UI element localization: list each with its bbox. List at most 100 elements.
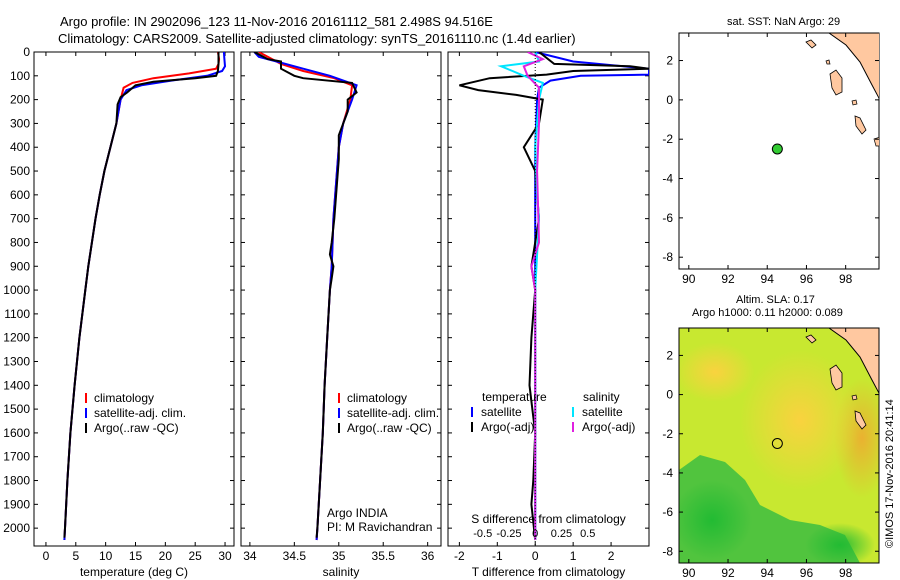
salinity-series-group — [253, 52, 358, 541]
salinity-xtick-label: 35 — [332, 549, 346, 563]
salinity-xtick-label: 36 — [421, 549, 435, 563]
sla-map-ytick-label: 2 — [666, 348, 673, 362]
float-annotation: Argo INDIA — [327, 506, 388, 520]
salinity-xlabel: salinity — [323, 565, 360, 579]
sst-map-ytick-label: -8 — [662, 250, 673, 264]
sla-map-ytick-label: -8 — [662, 544, 673, 558]
sst-map-xtick-label: 98 — [839, 272, 853, 286]
island-small-2a — [851, 394, 858, 401]
sst-map-xtick-label: 90 — [682, 272, 696, 286]
depth-tick-label: 300 — [10, 116, 30, 130]
salinity-panel: 34 34.5 35 35.5 36 salinity climatologysatelli… — [240, 51, 442, 579]
credit-text: ©IMOS 17-Nov-2016 20:41:14 — [884, 399, 896, 548]
s-diff-tick-label: 0.25 — [551, 528, 572, 540]
salinity-xtick-label: 34 — [243, 549, 257, 563]
sla-field-warm-north — [679, 342, 755, 402]
temperature-line-2 — [63, 52, 220, 538]
legend-salinity-title: salinity — [583, 390, 620, 404]
depth-tick-label: 700 — [10, 212, 30, 226]
legend-entry: Argo(-adj) — [582, 420, 635, 434]
sst-map-xtick-label: 96 — [800, 272, 814, 286]
sst-map-panel: sat. SST: NaN Argo: 29 90 92 94 96 98 -8 -6 -4 -… — [662, 16, 880, 286]
sla-map-panel: Altim. SLA: 0.17 Argo h1000: 0.11 h2000:… — [662, 294, 880, 580]
temperature-xtick-label: 0 — [43, 549, 50, 563]
sst-map-xtick-label: 92 — [721, 272, 735, 286]
sst-map-ytick-label: 2 — [666, 54, 673, 68]
sla-heatmap — [679, 328, 879, 563]
difference-xlabel: T difference from climatology — [472, 565, 626, 579]
sla-field-low-southeast — [805, 523, 875, 563]
legend-entry: climatology — [94, 391, 154, 405]
depth-tick-label: 1000 — [3, 283, 30, 297]
legend-entry: Argo(..raw -QC) — [347, 421, 432, 435]
figure-title-line1: Argo profile: IN 2902096_123 11-Nov-2016… — [60, 14, 493, 29]
sla-field-low-southwest — [679, 480, 752, 560]
depth-tick-label: 1900 — [3, 497, 30, 511]
sla-map-xtick-label: 94 — [761, 566, 775, 580]
island-nias-2 — [829, 364, 843, 391]
depth-tick-label: 400 — [10, 140, 30, 154]
sla-map-ytick-label: -4 — [662, 466, 673, 480]
difference-frame — [447, 51, 650, 547]
depth-tick-label: 1400 — [3, 378, 30, 392]
depth-tick-label: 1200 — [3, 331, 30, 345]
depth-tick-label: 1300 — [3, 354, 30, 368]
salinity-frame — [240, 51, 442, 547]
legend-entry: satellite-adj. clim. — [94, 406, 186, 420]
island-simeulue — [805, 39, 817, 49]
temperature-xlabel: temperature (deg C) — [80, 565, 188, 579]
difference-xtick-label: -1 — [492, 549, 503, 563]
sla-map-ytick-label: 0 — [666, 388, 673, 402]
depth-tick-label: 1700 — [3, 450, 30, 464]
difference-xtick-label: 2 — [608, 549, 615, 563]
s-diff-axis-label: S difference from climatology — [471, 512, 626, 526]
depth-tick-label: 2000 — [3, 521, 30, 535]
legend-entry: Argo(..raw -QC) — [94, 421, 179, 435]
sumatra-coast — [828, 33, 879, 100]
depth-tick-label: 1800 — [3, 474, 30, 488]
depth-tick-label: 600 — [10, 188, 30, 202]
temperature-series-group — [63, 52, 227, 541]
sla-map-xtick-label: 98 — [839, 566, 853, 580]
island-simeulue-2 — [805, 334, 817, 344]
sla-map-xtick-label: 90 — [682, 566, 696, 580]
island-small-a — [825, 59, 831, 65]
island-small-b — [851, 99, 858, 106]
depth-tick-label: 1600 — [3, 426, 30, 440]
depth-tick-label: 1100 — [4, 307, 30, 321]
salinity-xtick-label: 35.5 — [372, 549, 396, 563]
temperature-xtick-label: 25 — [189, 549, 203, 563]
figure-title-line2: Climatology: CARS2009. Satellite-adjuste… — [58, 31, 576, 46]
sla-map-argo-location-marker — [771, 438, 783, 450]
sla-map-xtick-label: 96 — [800, 566, 814, 580]
depth-tick-label: 1500 — [3, 402, 30, 416]
sla-map-frame — [678, 327, 880, 564]
s-diff-tick-label: -0.25 — [496, 528, 521, 540]
depth-tick-label: 0 — [23, 45, 30, 59]
sla-map-title: Altim. SLA: 0.17 — [736, 294, 815, 306]
difference-line-3 — [522, 52, 546, 540]
difference-xtick-label: 0 — [532, 549, 539, 563]
sumatra-coast-2 — [828, 328, 879, 395]
sst-map-ytick-label: -2 — [662, 132, 673, 146]
temperature-xtick-label: 10 — [99, 549, 113, 563]
legend-entry: satellite — [481, 405, 522, 419]
sst-map-land — [805, 33, 879, 147]
float-annotation: PI: M Ravichandran — [327, 520, 432, 534]
sla-field-warm-center — [740, 350, 860, 490]
difference-xtick-label: 1 — [570, 549, 577, 563]
sla-map-ytick-label: -2 — [662, 427, 673, 441]
depth-tick-label: 500 — [10, 164, 30, 178]
island-siberut-2 — [854, 410, 867, 430]
legend-temperature-title: temperature — [482, 390, 547, 404]
s-diff-tick-label: 0 — [532, 528, 538, 540]
legend-entry: satellite-adj. clim. — [347, 406, 439, 420]
sst-map-title: sat. SST: NaN Argo: 29 — [727, 16, 840, 28]
legend-entry: Argo(-adj) — [481, 420, 534, 434]
difference-xtick-label: -2 — [454, 549, 465, 563]
sst-map-ytick-label: 0 — [666, 93, 673, 107]
salinity-line-2 — [253, 52, 358, 538]
legend-entry: climatology — [347, 391, 407, 405]
sla-map-xtick-label: 92 — [721, 566, 735, 580]
